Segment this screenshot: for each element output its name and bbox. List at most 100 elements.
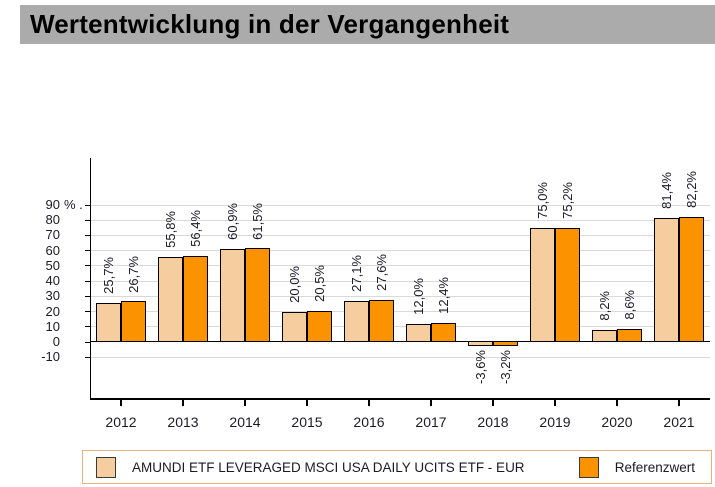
legend-item-fund: AMUNDI ETF LEVERAGED MSCI USA DAILY UCIT… <box>96 456 525 478</box>
fund-bar <box>468 341 493 347</box>
y-axis-unit-label: % . <box>64 197 83 213</box>
y-tick-mark <box>85 356 90 358</box>
benchmark-bar <box>245 248 270 342</box>
zero-baseline <box>91 341 710 342</box>
benchmark-bar <box>493 341 518 346</box>
bar-value-label: 20,0% <box>286 265 302 303</box>
bar-value-label: 82,2% <box>683 171 699 208</box>
y-tick-label: 80 <box>45 212 60 228</box>
y-tick-mark <box>85 280 90 282</box>
bar-value-label: 25,7% <box>100 257 116 294</box>
y-tick-label: 0 <box>52 334 60 349</box>
bar-value-label: -3,6% <box>472 350 488 385</box>
y-tick-label: -10 <box>41 349 60 365</box>
fund-bar <box>158 257 183 342</box>
bar-value-label: 75,2% <box>559 181 575 219</box>
y-tick-label: 10 <box>45 318 60 334</box>
x-axis-label: 2016 <box>353 414 385 430</box>
title-bar: Wertentwicklung in der Vergangenheit <box>20 5 715 44</box>
y-gridline <box>91 204 710 206</box>
y-gridline <box>91 356 710 358</box>
benchmark-bar <box>369 299 394 342</box>
benchmark-bar <box>183 256 208 342</box>
y-tick-mark <box>85 204 90 206</box>
x-axis-label: 2015 <box>291 414 323 430</box>
bar-value-label: -3,2% <box>497 349 513 384</box>
bar-value-label: 20,5% <box>311 264 327 302</box>
y-tick-mark <box>85 311 90 313</box>
y-tick-label: 70 <box>45 227 60 243</box>
bar-value-label: 12,0% <box>410 277 426 315</box>
fund-bar <box>654 218 679 342</box>
x-axis-label: 2017 <box>415 414 447 430</box>
bar-value-label: 27,1% <box>348 254 364 292</box>
x-tick-mark <box>182 400 184 406</box>
benchmark-bar <box>617 328 642 342</box>
legend-item-label: AMUNDI ETF LEVERAGED MSCI USA DAILY UCIT… <box>132 459 525 475</box>
bar-value-label: 8,6% <box>621 290 637 320</box>
benchmark-bar <box>431 323 456 342</box>
legend-item-benchmark: Referenzwert <box>578 456 695 478</box>
y-gridline <box>91 295 710 297</box>
bar-value-label: 60,9% <box>224 203 240 241</box>
x-tick-mark <box>554 400 556 406</box>
page-title: Wertentwicklung in der Vergangenheit <box>30 9 510 39</box>
fund-bar <box>406 323 431 342</box>
x-axis-label: 2014 <box>229 414 261 430</box>
x-tick-mark <box>430 400 432 406</box>
benchmark-bar <box>555 227 580 342</box>
x-axis-label: 2019 <box>539 414 571 430</box>
y-gridline <box>91 234 710 236</box>
bar-value-label: 55,8% <box>162 211 178 249</box>
bar-value-label: 75,0% <box>534 181 550 219</box>
bar-value-label: 81,4% <box>658 172 674 210</box>
bar-value-label: 8,2% <box>596 290 612 321</box>
x-tick-mark <box>368 400 370 406</box>
y-tick-label: 30 <box>45 288 60 304</box>
bar-chart-plot-area: 90% . 80 70 60 50 40 30 20 10 0 -10 2012 25,7% 26,7% 2… <box>41 158 710 430</box>
bar-value-label: 61,5% <box>249 202 265 240</box>
x-axis-label: 2018 <box>477 414 509 430</box>
y-tick-label: 20 <box>45 303 60 319</box>
x-axis-label: 2013 <box>167 414 199 430</box>
benchmark-bar <box>679 216 704 342</box>
y-tick-mark <box>85 234 90 236</box>
y-gridline <box>91 219 710 221</box>
fund-bar <box>282 311 307 342</box>
chart-legend: AMUNDI ETF LEVERAGED MSCI USA DAILY UCIT… <box>82 450 712 484</box>
fund-bar <box>96 302 121 342</box>
benchmark-bar <box>121 301 146 342</box>
y-tick-mark <box>85 341 90 343</box>
benchmark-color-swatch <box>578 456 599 478</box>
y-tick-mark <box>85 326 90 328</box>
x-tick-mark <box>120 400 122 406</box>
y-tick-label: 50 <box>45 257 60 273</box>
y-tick-mark <box>85 295 90 297</box>
x-tick-mark <box>678 400 680 406</box>
y-axis-line <box>90 158 91 400</box>
x-tick-mark <box>306 400 308 406</box>
x-tick-mark <box>616 400 618 406</box>
y-gridline <box>91 280 710 282</box>
x-tick-mark <box>244 400 246 406</box>
x-axis-label: 2012 <box>105 414 137 430</box>
fund-bar <box>530 227 555 342</box>
y-tick-mark <box>85 265 90 267</box>
y-gridline <box>91 326 710 328</box>
y-gridline <box>91 265 710 267</box>
y-gridline <box>91 311 710 313</box>
fund-color-swatch <box>96 456 116 478</box>
x-tick-mark <box>492 400 494 406</box>
y-tick-label: 60 <box>45 242 60 258</box>
y-tick-label: 90 <box>45 197 60 213</box>
bar-value-label: 12,4% <box>435 277 451 315</box>
x-axis-label: 2020 <box>601 414 633 430</box>
fund-bar <box>220 249 245 342</box>
fund-bar <box>344 300 369 342</box>
bar-value-label: 27,6% <box>373 254 389 291</box>
y-tick-mark <box>85 250 90 252</box>
bar-value-label: 26,7% <box>125 255 141 293</box>
y-tick-label: 40 <box>45 273 60 289</box>
bar-value-label: 56,4% <box>187 210 203 248</box>
fund-bar <box>592 329 617 342</box>
